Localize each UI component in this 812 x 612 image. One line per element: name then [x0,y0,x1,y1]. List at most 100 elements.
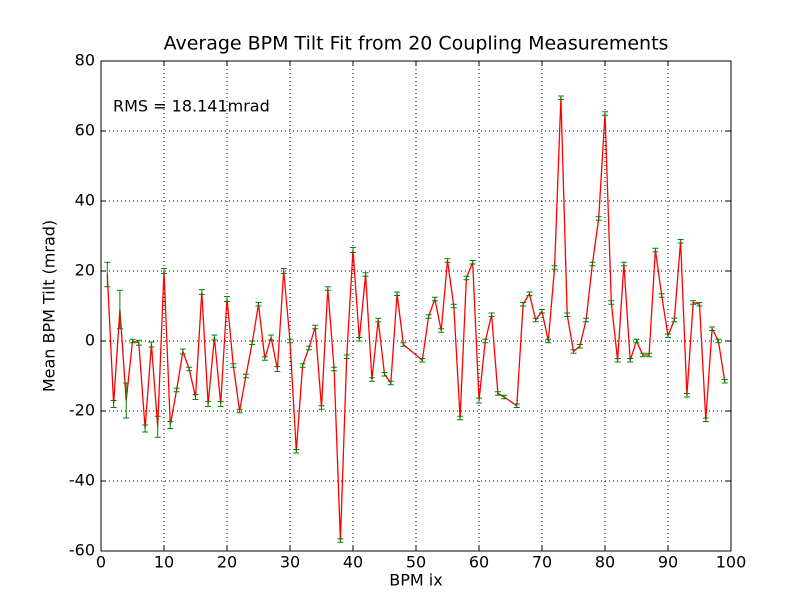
annotation: RMS = 18.141mrad [113,97,270,116]
error-bar [261,356,268,361]
y-tick-label: 80 [75,51,95,70]
error-bar [620,261,627,267]
error-bar [646,352,653,358]
x-tick-label: 20 [217,553,237,572]
error-bar [186,366,193,372]
error-bar [154,415,161,438]
error-bar [513,403,520,408]
error-bar [677,239,684,244]
error-bar [274,366,281,372]
error-bar [463,275,470,281]
error-bar [249,340,256,345]
x-tick-label: 100 [716,553,747,572]
error-bar [450,303,457,309]
error-bar [104,261,111,288]
error-bar [287,338,293,344]
x-tick-label: 60 [469,553,489,572]
error-bar [557,95,564,100]
y-axis-label: Mean BPM Tilt (mrad) [40,220,59,392]
error-bar [690,300,697,305]
y-tick-label: -60 [69,541,95,560]
x-tick-label: 70 [532,553,552,572]
error-bar [633,338,640,344]
error-bar [362,272,369,277]
x-tick-label: 30 [280,553,300,572]
error-bar [135,339,142,346]
error-bar [419,358,426,363]
error-bar [595,216,602,221]
error-bar [665,333,671,338]
error-bar [312,324,319,330]
error-bar [425,314,432,319]
error-bar [230,363,237,368]
error-bar [375,317,382,323]
x-tick-label: 90 [658,553,678,572]
error-bar [551,265,558,270]
error-bar [431,296,438,302]
error-bar [721,379,728,384]
error-bar [343,354,350,359]
error-bar [350,247,356,253]
error-bar [488,312,495,317]
error-bar [331,366,338,372]
error-bar [602,111,608,116]
y-tick-label: 0 [85,331,95,350]
error-bar [545,338,552,344]
error-bar [658,293,665,298]
error-bar [532,317,539,323]
error-bar [368,377,375,382]
error-bar [394,291,401,296]
error-bar [526,291,533,296]
error-bar [318,405,325,410]
y-tick-label: 40 [75,191,95,210]
error-bar [299,363,306,368]
error-bar [683,393,690,398]
y-tick-label: -40 [69,471,95,490]
error-bar [476,397,482,404]
x-tick-label: 40 [343,553,363,572]
error-bar [494,391,501,396]
x-tick-label: 50 [406,553,426,572]
x-tick-label: 10 [154,553,174,572]
error-bar [539,309,545,314]
error-bar [702,417,709,422]
error-bar [192,394,199,400]
error-bar [696,302,703,307]
data-line [106,97,726,541]
error-bar [217,401,224,407]
error-bar [482,338,489,344]
error-bar [324,286,331,291]
error-bar [570,349,577,354]
error-bar [444,258,451,263]
error-bar [123,382,130,419]
error-bar [305,345,312,351]
error-bar [709,326,716,331]
plot-frame [100,60,732,552]
error-bar [280,268,287,274]
error-bar [627,358,634,363]
error-bar [356,337,363,342]
error-bar [236,408,243,414]
error-bar [268,334,275,341]
error-bar [167,421,174,429]
error-bar [715,338,722,344]
error-bar [438,328,445,333]
error-bar [387,380,394,386]
y-tick-label: 60 [75,121,95,140]
x-axis-label: BPM ix [389,571,442,590]
error-bar [652,247,659,253]
error-bar [501,394,508,400]
y-tick-label: 20 [75,261,95,280]
error-bar [161,268,167,274]
error-bar [564,312,571,317]
error-bar [173,387,180,393]
error-bar [211,334,218,341]
error-bar [671,317,678,323]
error-bar [614,358,621,363]
error-bar [400,342,407,347]
error-bar [142,424,149,433]
error-bar [589,261,596,267]
error-bar [179,348,186,355]
error-bar [469,260,476,265]
